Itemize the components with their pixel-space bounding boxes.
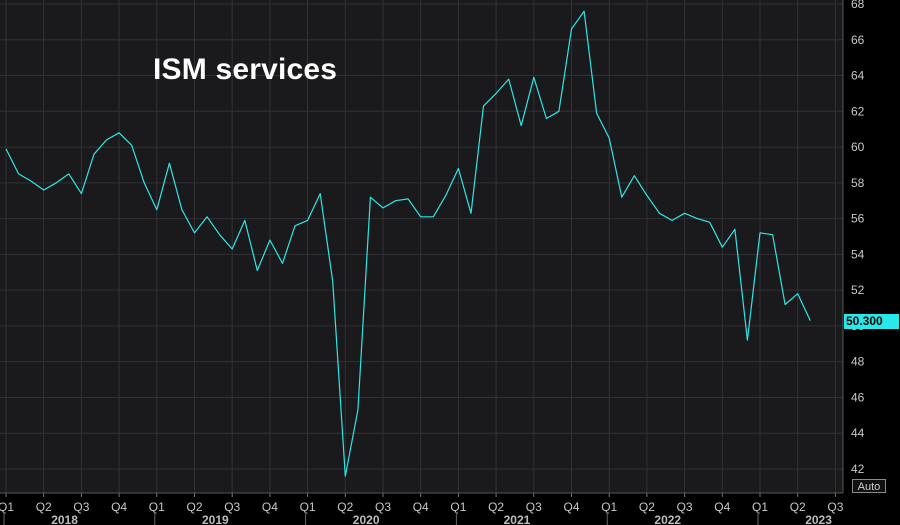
year-label: 2021 xyxy=(504,513,531,525)
x-tick-label: Q1 xyxy=(752,500,768,514)
year-label: 2023 xyxy=(805,513,832,525)
x-tick-label: Q1 xyxy=(0,500,14,514)
y-tick-label: 68 xyxy=(851,0,865,11)
x-tick-label: Q4 xyxy=(413,500,429,514)
x-tick-label: Q2 xyxy=(337,500,353,514)
y-tick-label: 52 xyxy=(851,283,865,297)
chart-title: ISM services xyxy=(153,53,338,86)
x-tick-label: Q1 xyxy=(450,500,466,514)
x-tick-label: Q2 xyxy=(36,500,52,514)
y-tick-label: 56 xyxy=(851,212,865,226)
y-tick-label: 54 xyxy=(851,247,865,261)
x-tick-label: Q1 xyxy=(601,500,617,514)
year-label: 2019 xyxy=(202,513,229,525)
x-tick-label: Q3 xyxy=(677,500,693,514)
year-label: 2018 xyxy=(51,513,78,525)
x-tick-label: Q4 xyxy=(563,500,579,514)
y-tick-label: 46 xyxy=(851,390,865,404)
y-tick-label: 62 xyxy=(851,104,865,118)
x-tick-label: Q2 xyxy=(639,500,655,514)
x-tick-label: Q1 xyxy=(300,500,316,514)
y-tick-label: 42 xyxy=(851,462,865,476)
x-tick-label: Q4 xyxy=(262,500,278,514)
x-tick-label: Q2 xyxy=(488,500,504,514)
x-tick-label: Q2 xyxy=(186,500,202,514)
y-tick-label: 60 xyxy=(851,140,865,154)
x-tick-label: Q3 xyxy=(526,500,542,514)
x-tick-label: Q3 xyxy=(375,500,391,514)
y-tick-label: 58 xyxy=(851,176,865,190)
last-value-label: 50.300 xyxy=(844,314,899,329)
x-tick-label: Q1 xyxy=(149,500,165,514)
year-label: 2022 xyxy=(654,513,681,525)
auto-scale-button[interactable]: Auto xyxy=(852,479,886,493)
ism-services-line xyxy=(5,10,811,477)
x-tick-label: Q3 xyxy=(73,500,89,514)
y-tick-label: 48 xyxy=(851,355,865,369)
y-tick-label: 64 xyxy=(851,69,865,83)
x-tick-label: Q3 xyxy=(224,500,240,514)
y-tick-label: 66 xyxy=(851,33,865,47)
x-tick-label: Q2 xyxy=(790,500,806,514)
plot-area xyxy=(0,0,843,493)
y-tick-label: 44 xyxy=(851,426,865,440)
x-tick-label: Q4 xyxy=(714,500,730,514)
x-tick-label: Q4 xyxy=(111,500,127,514)
year-label: 2020 xyxy=(353,513,380,525)
x-tick-label: Q3 xyxy=(827,500,843,514)
